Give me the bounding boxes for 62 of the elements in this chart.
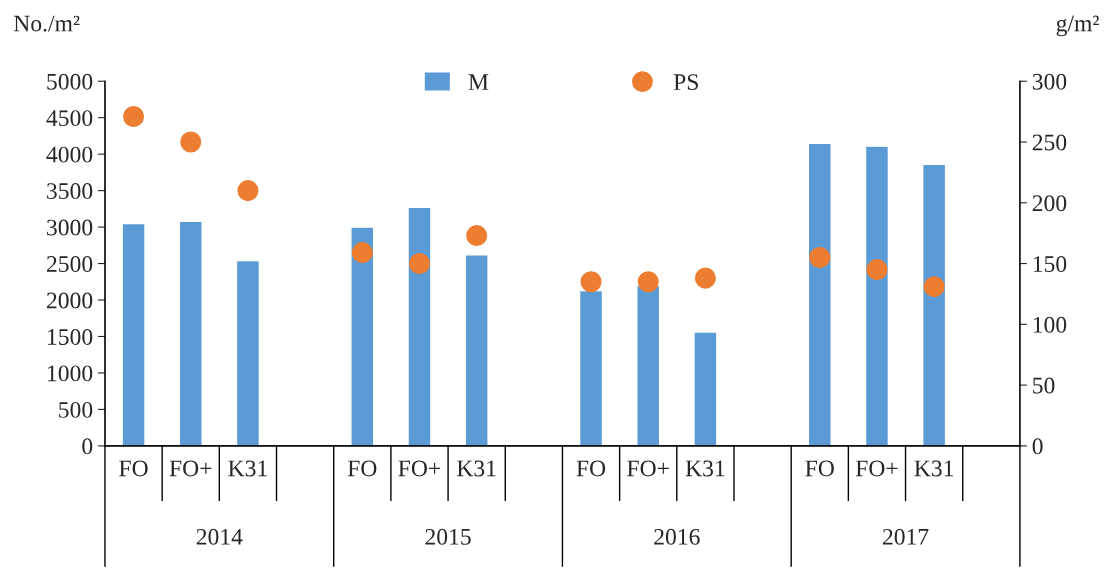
y2-tick-label: 0 [1032,438,1043,455]
y2-tick-label: 150 [1033,256,1067,272]
y2-tick-label: 300 [1032,73,1067,90]
x-tick-label: FO [347,460,377,477]
y-tick-label: 4000 [46,146,93,163]
y-tick-label: 2000 [46,292,93,309]
point [123,105,145,127]
x-tick-label: FO+ [855,460,898,477]
x-tick-label: K31 [685,460,725,477]
bar [407,206,432,446]
x-tick-label: K31 [914,460,954,477]
bar [693,331,718,446]
point [866,259,888,281]
y-tick-label: 3000 [47,219,93,236]
bar [235,259,261,446]
point [237,180,259,202]
y-tick-label: 4500 [46,110,93,127]
bar [636,284,661,446]
y-tick-label: 0 [82,438,93,455]
x-tick-label: FO [576,460,606,477]
point [180,131,202,153]
text: 2016 [654,528,700,545]
y-tick-label: 1500 [48,328,93,345]
bar [350,226,375,446]
point [408,253,431,275]
point [351,242,373,264]
point [694,267,716,289]
bar [121,222,146,446]
text: 2014 [196,528,243,545]
bar [922,163,947,446]
text: 2017 [882,528,929,545]
bar [178,220,203,446]
y2-tick-label: 50 [1033,377,1055,394]
y-tick-label: 500 [59,401,93,418]
point [637,271,659,293]
text: 2015 [425,528,471,545]
x-tick-label: FO [119,460,148,477]
y-axis-title: No./m² [13,15,80,32]
y-tick-label: 5000 [47,73,93,90]
bar [578,289,604,446]
point [580,271,602,293]
x-tick-label: K31 [457,460,496,477]
x-tick-label: FO+ [169,460,212,477]
x-tick-label: FO [805,460,834,477]
point [923,276,945,298]
legend-label: M [468,74,489,90]
x-tick-label: K31 [228,460,267,477]
bar [807,142,832,446]
point [809,246,831,268]
bar [864,145,890,446]
y2-tick-label: 250 [1032,134,1067,151]
y-tick-label: 1000 [48,365,93,382]
x-tick-label: FO+ [627,460,669,477]
y2-tick-label: 200 [1032,195,1067,212]
point [466,225,488,247]
x-tick-label: FO+ [398,460,441,477]
y2-tick-label: 100 [1033,316,1067,333]
y2-axis-title: g/m² [1056,15,1099,37]
bar [464,254,489,446]
y-tick-label: 3500 [47,183,93,200]
legend-label: PS [673,74,698,91]
y-tick-label: 2500 [46,256,93,272]
